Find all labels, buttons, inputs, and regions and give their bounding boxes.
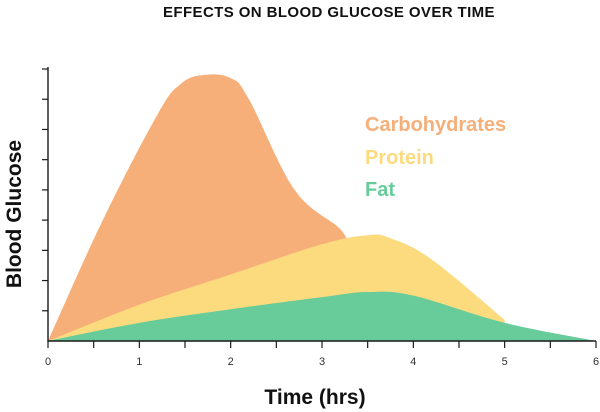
legend-label-fat: Fat	[365, 179, 395, 201]
x-tick-label: 6	[593, 356, 599, 368]
x-tick-label: 5	[502, 356, 508, 368]
area-fat	[48, 291, 596, 341]
x-tick-label: 2	[228, 356, 234, 368]
legend-label-protein: Protein	[365, 147, 434, 169]
x-tick-label: 3	[319, 356, 325, 368]
area-layer	[48, 74, 596, 341]
x-tick-label: 0	[45, 356, 51, 368]
legend-label-carbohydrates: Carbohydrates	[365, 114, 506, 136]
x-tick-label: 4	[410, 356, 416, 368]
x-axis-label: Time (hrs)	[264, 386, 365, 409]
legend: Carbohydrates Protein Fat	[365, 114, 506, 201]
ticks-layer: 0 1 2 3 4 5 6	[42, 68, 599, 368]
y-axis-label: Blood Glucose	[3, 140, 26, 288]
x-tick-label: 1	[136, 356, 142, 368]
chart-title: EFFECTS ON BLOOD GLUCOSE OVER TIME	[163, 4, 495, 21]
